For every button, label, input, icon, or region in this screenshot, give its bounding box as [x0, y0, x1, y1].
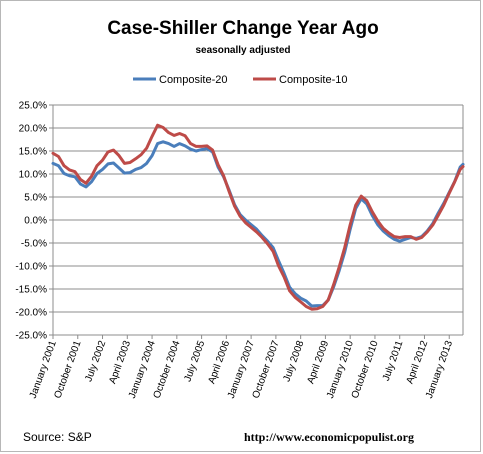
x-tick-label: July 2008 — [281, 339, 306, 383]
y-tick-label: 10.0% — [19, 170, 47, 181]
x-tick-label: July 2011 — [381, 339, 406, 383]
legend-label-composite-10: Composite-10 — [279, 74, 347, 86]
legend-label-composite-20: Composite-20 — [159, 74, 227, 86]
series-line-composite-20 — [51, 140, 465, 308]
x-tick-label: July 2005 — [182, 339, 207, 383]
x-tick-label: April 2003 — [107, 339, 133, 385]
y-tick-label: -20.0% — [15, 308, 47, 319]
grid-layer — [53, 104, 463, 336]
x-tick-label: April 2009 — [305, 339, 331, 385]
y-tick-label: 20.0% — [19, 124, 47, 135]
x-tick-label: January 2013 — [424, 339, 455, 400]
x-tick-label: July 2002 — [83, 339, 108, 383]
source-url: http://www.economicpopulist.org — [244, 430, 414, 444]
y-tick-label: 25.0% — [19, 101, 47, 112]
axis-layer — [49, 104, 464, 339]
y-tick-label: -15.0% — [15, 285, 47, 296]
y-tick-label: -5.0% — [21, 239, 47, 250]
x-tick-label: October 2004 — [152, 339, 183, 400]
chart-legend: Composite-20 Composite-10 — [133, 74, 347, 86]
x-tick-label: April 2006 — [206, 339, 232, 385]
source-label: Source: S&P — [23, 430, 92, 444]
x-tick-label: October 2001 — [53, 339, 84, 400]
y-tick-labels: 25.0% 20.0% 15.0% 10.0% 5.0% 0.0% -5.0% -10.0% -… — [15, 101, 47, 342]
chart-subtitle: seasonally adjusted — [195, 45, 290, 56]
x-tick-label: October 2007 — [251, 339, 282, 400]
y-tick-label: 0.0% — [24, 216, 47, 227]
y-tick-label: 15.0% — [19, 147, 47, 158]
y-tick-label: -25.0% — [15, 331, 47, 342]
y-tick-label: -10.0% — [15, 262, 47, 273]
x-tick-label: April 2012 — [405, 339, 431, 385]
chart-title: Case-Shiller Change Year Ago — [107, 18, 378, 39]
series-line-composite-10 — [51, 123, 465, 311]
series-layer — [51, 123, 465, 311]
y-tick-label: 5.0% — [24, 193, 47, 204]
x-tick-label: October 2010 — [350, 339, 381, 400]
